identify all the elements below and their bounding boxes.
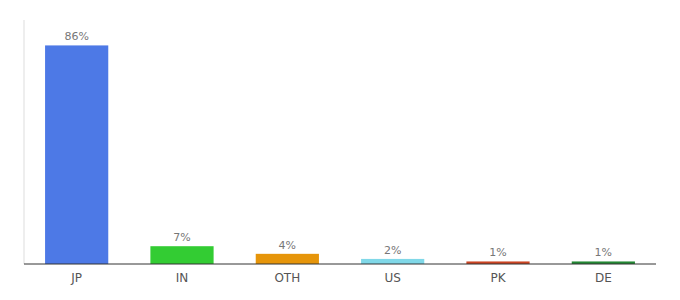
data-label: 2% [384,244,401,257]
data-label: 1% [595,246,612,259]
x-tick-label: JP [70,271,82,285]
bars [45,45,635,264]
data-label: 7% [173,231,190,244]
data-label: 86% [64,30,88,43]
x-tick-label: PK [490,271,506,285]
bar [150,246,213,264]
data-label: 1% [489,246,506,259]
y-axis-line [24,20,25,264]
x-tick-label: DE [595,271,612,285]
bar [45,45,108,264]
x-axis-line [24,264,656,265]
x-tick-label: US [384,271,400,285]
chart-container: 86% 7% 4% 2% 1% 1% JP IN OTH US PK DE [0,0,680,300]
data-label: 4% [279,239,296,252]
x-tick-label: OTH [274,271,300,285]
bar [256,254,319,264]
chart-svg: 86% 7% 4% 2% 1% 1% JP IN OTH US PK DE [0,0,680,300]
bar [361,259,424,264]
x-tick-label: IN [176,271,189,285]
